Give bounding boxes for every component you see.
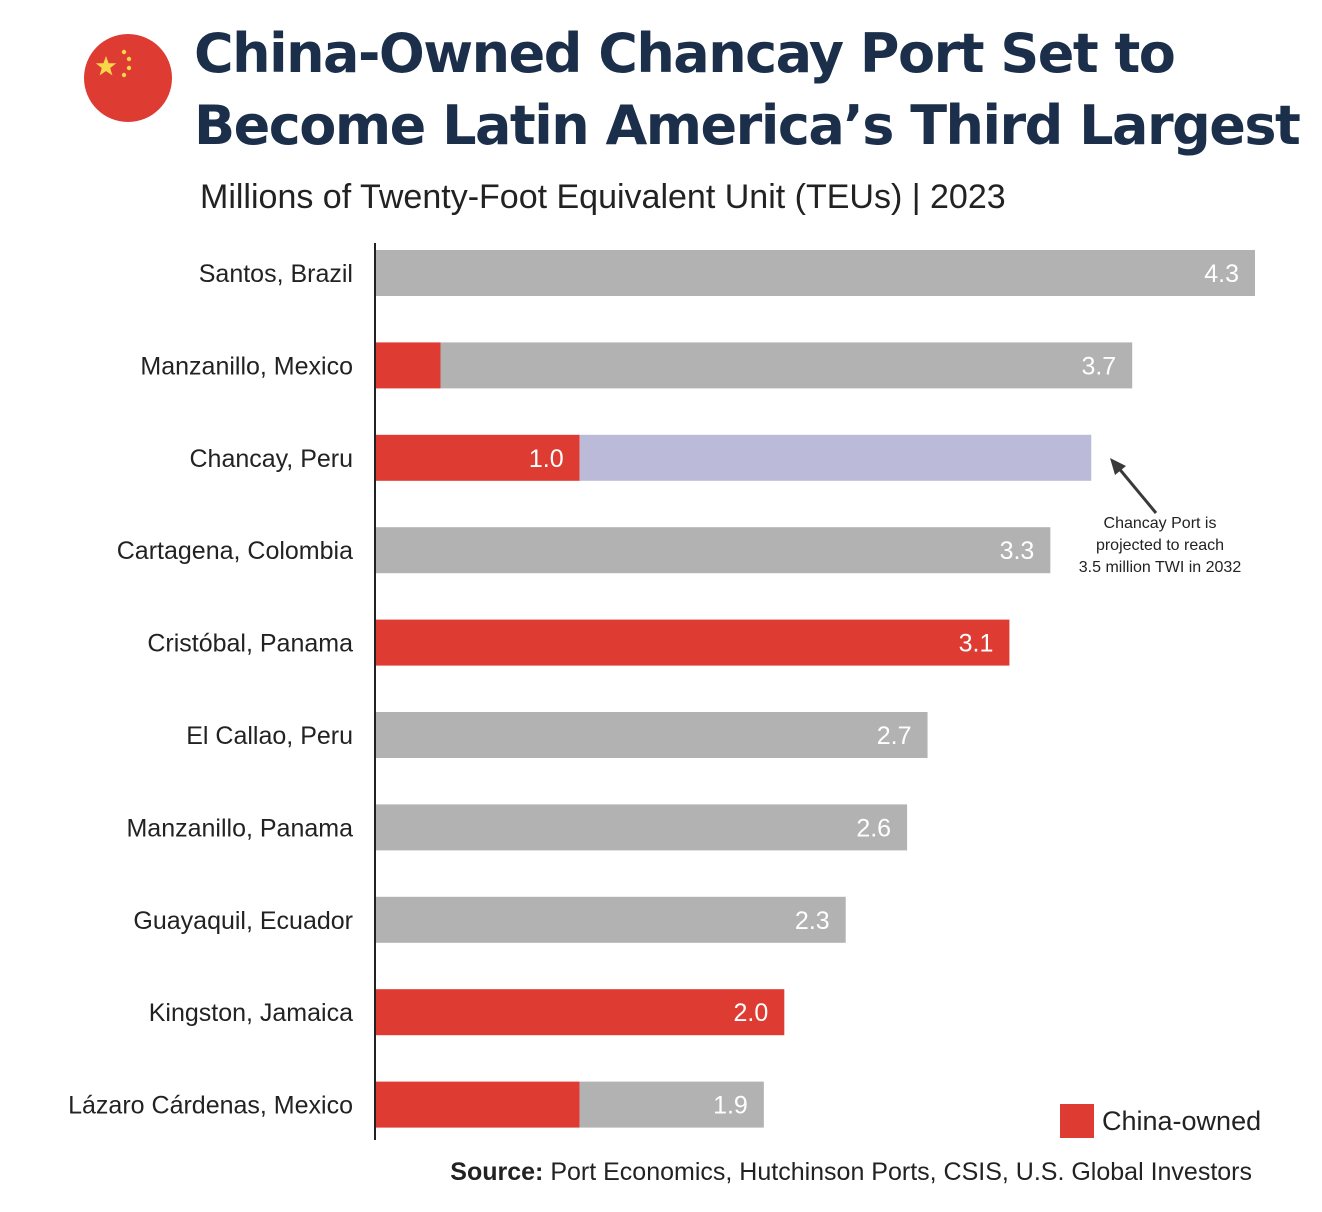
source-text: Port Economics, Hutchinson Ports, CSIS, … [543, 1158, 1252, 1186]
annotation-arrowhead-icon [1110, 458, 1126, 475]
bar-manzanillo-mexico-china-owned [375, 342, 441, 389]
category-label-lazaro-cardenas-mexico: Lázaro Cárdenas, Mexico [68, 1092, 353, 1120]
bar-cristobal-panama-china-owned [375, 619, 1010, 666]
value-label-cristobal-panama: 3.1 [959, 630, 994, 658]
value-label-kingston-jamaica: 2.0 [734, 999, 769, 1027]
title-line-1: China-Owned Chancay Port Set to [194, 22, 1176, 85]
title-line-2: Become Latin America’s Third Largest [194, 94, 1301, 157]
value-label-santos-brazil: 4.3 [1204, 260, 1239, 288]
legend-swatch-china-owned [1060, 1104, 1094, 1138]
bar-cartagena-colombia-other [375, 527, 1051, 574]
category-label-guayaquil-ecuador: Guayaquil, Ecuador [133, 907, 353, 935]
legend: China-owned [1060, 1104, 1261, 1138]
value-label-chancay-peru: 1.0 [529, 445, 564, 473]
chart-title: China-Owned Chancay Port Set to Become L… [194, 18, 1301, 162]
annotation-arrow [1115, 465, 1158, 514]
source-line: Source: Port Economics, Hutchinson Ports… [450, 1158, 1252, 1187]
category-label-cristobal-panama: Cristóbal, Panama [147, 630, 353, 658]
bar-santos-brazil-other [375, 250, 1255, 296]
legend-label: China-owned [1102, 1105, 1262, 1136]
bar-manzanillo-mexico-other [440, 342, 1133, 389]
value-label-guayaquil-ecuador: 2.3 [795, 907, 830, 935]
bar-guayaquil-ecuador-other [375, 896, 846, 943]
annotation-line-2: projected to reach [1096, 537, 1224, 554]
chart-subtitle: Millions of Twenty-Foot Equivalent Unit … [200, 178, 1006, 216]
category-label-cartagena-colombia: Cartagena, Colombia [117, 537, 353, 565]
category-label-kingston-jamaica: Kingston, Jamaica [149, 999, 353, 1027]
bar-chancay-peru-projected-2032 [579, 434, 1092, 481]
value-label-manzanillo-panama: 2.6 [856, 814, 891, 842]
annotation-line-3: 3.5 million TWI in 2032 [1079, 559, 1242, 576]
source-label: Source: [450, 1158, 544, 1186]
category-label-manzanillo-panama: Manzanillo, Panama [126, 814, 353, 842]
value-label-lazaro-cardenas-mexico: 1.9 [713, 1092, 748, 1120]
bar-lazaro-cardenas-mexico-china-owned [375, 1081, 580, 1128]
china-flag-icon [84, 34, 172, 122]
category-label-manzanillo-mexico: Manzanillo, Mexico [140, 352, 353, 380]
value-label-manzanillo-mexico: 3.7 [1081, 352, 1116, 380]
bar-chancay-peru-china-owned [375, 434, 580, 481]
bar-kingston-jamaica-china-owned [375, 989, 785, 1036]
category-label-chancay-peru: Chancay, Peru [189, 445, 353, 473]
bar-el-callao-peru-other [375, 712, 928, 758]
bar-lazaro-cardenas-mexico-other [579, 1081, 764, 1128]
bar-manzanillo-panama-other [375, 804, 908, 851]
category-label-el-callao-peru: El Callao, Peru [186, 722, 353, 750]
value-label-el-callao-peru: 2.7 [877, 722, 912, 750]
annotation-line-1: Chancay Port is [1104, 515, 1217, 532]
value-label-cartagena-colombia: 3.3 [1000, 537, 1035, 565]
category-label-santos-brazil: Santos, Brazil [199, 260, 353, 288]
